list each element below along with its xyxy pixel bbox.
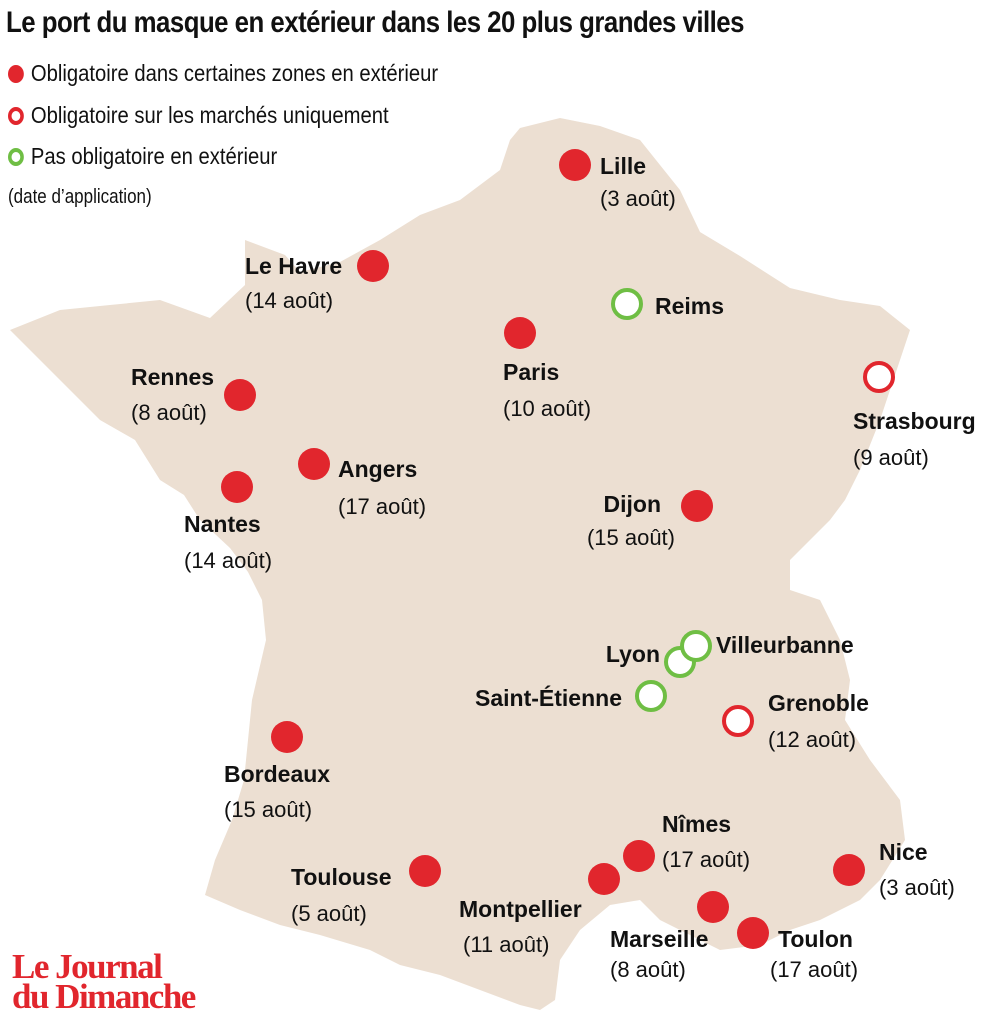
city-marker-nantes [221, 471, 253, 503]
city-marker-grenoble [722, 705, 754, 737]
city-marker-toulon [737, 917, 769, 949]
city-date-lille: (3 août) [600, 186, 676, 211]
city-marker-lille [559, 149, 591, 181]
city-name-bordeaux: Bordeaux [224, 761, 330, 787]
city-marker-le-havre [357, 250, 389, 282]
city-date-dijon: (15 août) [587, 525, 675, 550]
legend-note: (date d’application) [8, 186, 152, 208]
city-name-dijon: Dijon [604, 491, 662, 517]
city-marker-rennes [224, 379, 256, 411]
city-date-bordeaux: (15 août) [224, 797, 312, 822]
city-marker-saint-etienne [635, 680, 667, 712]
city-date-nice: (3 août) [879, 875, 955, 900]
city-marker-bordeaux [271, 721, 303, 753]
city-date-rennes: (8 août) [131, 400, 207, 425]
city-marker-villeurbanne [680, 630, 712, 662]
city-name-reims: Reims [655, 293, 724, 319]
legend-item-not-mandatory: Pas obligatoire en extérieur [8, 143, 277, 170]
france-land [10, 118, 910, 1010]
city-name-lille: Lille [600, 153, 646, 179]
city-name-le-havre: Le Havre [245, 253, 342, 279]
logo-line-1: Le Journal [12, 947, 163, 986]
city-marker-paris [504, 317, 536, 349]
city-date-strasbourg: (9 août) [853, 445, 929, 470]
city-marker-reims [611, 288, 643, 320]
city-date-marseille: (8 août) [610, 957, 686, 982]
city-marker-marseille [697, 891, 729, 923]
city-name-toulouse: Toulouse [291, 864, 392, 890]
green-ring-icon [8, 148, 24, 166]
city-date-paris: (10 août) [503, 396, 591, 421]
city-marker-nice [833, 854, 865, 886]
city-date-montpellier: (11 août) [463, 932, 549, 957]
city-name-rennes: Rennes [131, 364, 214, 390]
city-date-toulon: (17 août) [770, 957, 858, 982]
city-date-angers: (17 août) [338, 494, 426, 519]
city-date-le-havre: (14 août) [245, 288, 333, 313]
city-marker-toulouse [409, 855, 441, 887]
city-name-villeurbanne: Villeurbanne [716, 632, 854, 658]
city-name-saint-etienne: Saint-Étienne [475, 684, 622, 711]
logo-line-2: du Dimanche [12, 977, 196, 1016]
city-name-marseille: Marseille [610, 926, 708, 952]
city-name-nice: Nice [879, 839, 928, 865]
legend-label: Obligatoire dans certaines zones en exté… [30, 60, 439, 86]
red-ring-icon [8, 107, 24, 125]
city-marker-nimes [623, 840, 655, 872]
legend-item-markets-only: Obligatoire sur les marchés uniquement [8, 102, 389, 129]
city-name-angers: Angers [338, 456, 417, 482]
city-date-grenoble: (12 août) [768, 727, 856, 752]
city-date-nimes: (17 août) [662, 847, 750, 872]
city-date-nantes: (14 août) [184, 548, 272, 573]
city-marker-angers [298, 448, 330, 480]
city-name-nimes: Nîmes [662, 811, 731, 837]
legend-label: Pas obligatoire en extérieur [30, 143, 278, 169]
city-name-nantes: Nantes [184, 511, 261, 537]
city-name-paris: Paris [503, 359, 559, 385]
city-marker-dijon [681, 490, 713, 522]
city-name-toulon: Toulon [778, 926, 853, 952]
city-name-strasbourg: Strasbourg [853, 408, 976, 434]
city-name-grenoble: Grenoble [768, 690, 869, 716]
legend-label: Obligatoire sur les marchés uniquement [30, 102, 389, 128]
publisher-logo: Le Journal du Dimanche [12, 947, 196, 1016]
city-marker-strasbourg [863, 361, 895, 393]
filled-dot-icon [8, 65, 24, 83]
city-name-lyon: Lyon [606, 641, 660, 667]
city-markers [221, 149, 895, 949]
map-title: Le port du masque en extérieur dans les … [6, 6, 745, 39]
city-labels: Lille (3 août) Le Havre (14 août) Reims Paris… [131, 153, 976, 982]
city-date-toulouse: (5 août) [291, 901, 367, 926]
legend-item-mandatory: Obligatoire dans certaines zones en exté… [8, 60, 438, 87]
city-marker-montpellier [588, 863, 620, 895]
city-name-montpellier: Montpellier [459, 896, 582, 922]
